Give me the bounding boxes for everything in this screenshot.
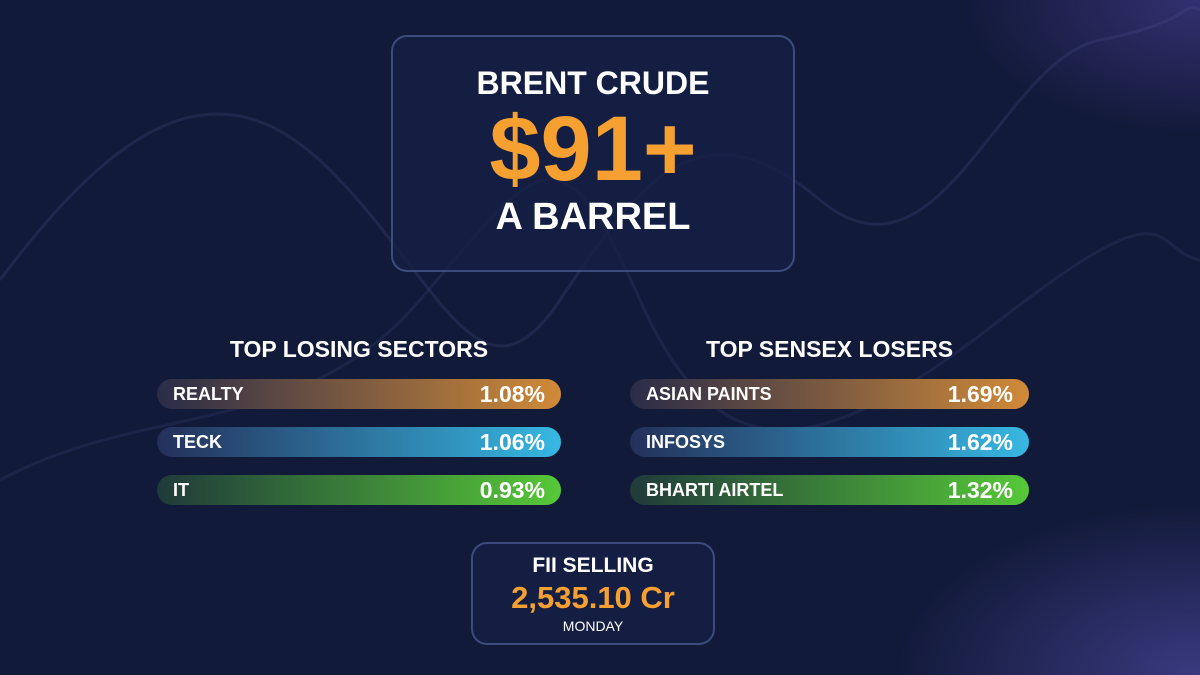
row-percent: 0.93% — [479, 476, 545, 503]
headline-value: $91+ — [489, 98, 697, 200]
panel: TOP SENSEX LOSERS ASIAN PAINTS 1.69% INFOS… — [630, 336, 1029, 523]
panel-title: TOP LOSING SECTORS — [229, 336, 489, 362]
fii-value: 2,535.10 Cr — [511, 580, 675, 615]
row-name: ASIAN PAINTS — [646, 383, 772, 404]
row-percent: 1.69% — [947, 380, 1013, 407]
fii-title: FII SELLING — [532, 554, 654, 577]
row-name: REALTY — [173, 383, 244, 404]
row-name: TECK — [173, 431, 222, 452]
row-percent: 1.06% — [479, 428, 545, 455]
fii-card: FII SELLING 2,535.10 Cr MONDAY — [471, 542, 715, 645]
row-percent: 1.32% — [947, 476, 1013, 503]
list-row: BHARTI AIRTEL 1.32% — [630, 475, 1029, 505]
headline-card: BRENT CRUDE $91+ A BARREL — [391, 35, 795, 272]
fii-day: MONDAY — [562, 618, 624, 634]
headline-title: BRENT CRUDE — [476, 65, 710, 101]
list-row: ASIAN PAINTS 1.69% — [630, 379, 1029, 409]
row-percent: 1.08% — [479, 380, 545, 407]
headline-subtitle: A BARREL — [495, 196, 691, 238]
panel: TOP LOSING SECTORS REALTY 1.08% TECK 1.06% I… — [157, 336, 561, 523]
row-name: INFOSYS — [646, 431, 726, 452]
row-name: BHARTI AIRTEL — [646, 479, 784, 500]
panel-title: TOP SENSEX LOSERS — [705, 336, 954, 362]
list-row: INFOSYS 1.62% — [630, 427, 1029, 457]
list-row: TECK 1.06% — [157, 427, 561, 457]
list-row: IT 0.93% — [157, 475, 561, 505]
row-percent: 1.62% — [947, 428, 1013, 455]
row-name: IT — [173, 479, 189, 500]
list-row: REALTY 1.08% — [157, 379, 561, 409]
